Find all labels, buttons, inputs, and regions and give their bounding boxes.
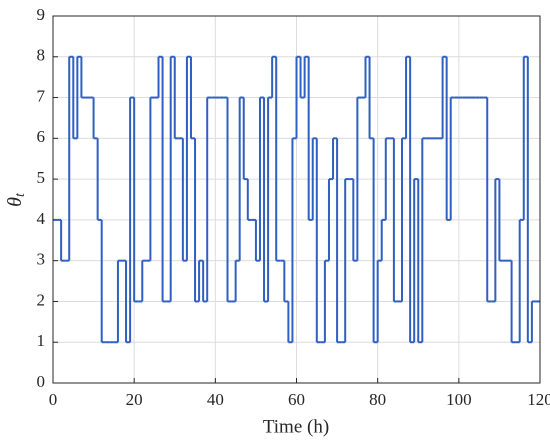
y-tick-label: 6 (37, 127, 46, 146)
y-tick-label: 0 (37, 372, 46, 391)
x-tick-label: 60 (288, 390, 305, 409)
y-tick-label: 4 (37, 209, 46, 228)
x-tick-label: 80 (369, 390, 386, 409)
y-tick-label: 2 (37, 290, 46, 309)
y-axis-subscript: t (13, 192, 28, 197)
x-tick-label: 40 (207, 390, 224, 409)
y-tick-label: 7 (37, 86, 46, 105)
y-tick-label: 1 (37, 331, 46, 350)
x-axis-label: Time (h) (263, 416, 329, 437)
x-tick-label: 0 (49, 390, 58, 409)
y-tick-label: 3 (37, 250, 46, 269)
x-tick-label: 100 (446, 390, 472, 409)
x-tick-label: 20 (126, 390, 143, 409)
plot-frame (52, 15, 541, 384)
y-tick-label: 9 (37, 5, 46, 24)
y-axis-label: θt (4, 192, 29, 207)
y-tick-label: 8 (37, 46, 46, 65)
y-axis-symbol: θ (4, 197, 26, 207)
x-tick-label: 120 (527, 390, 550, 409)
y-tick-label: 5 (37, 168, 46, 187)
